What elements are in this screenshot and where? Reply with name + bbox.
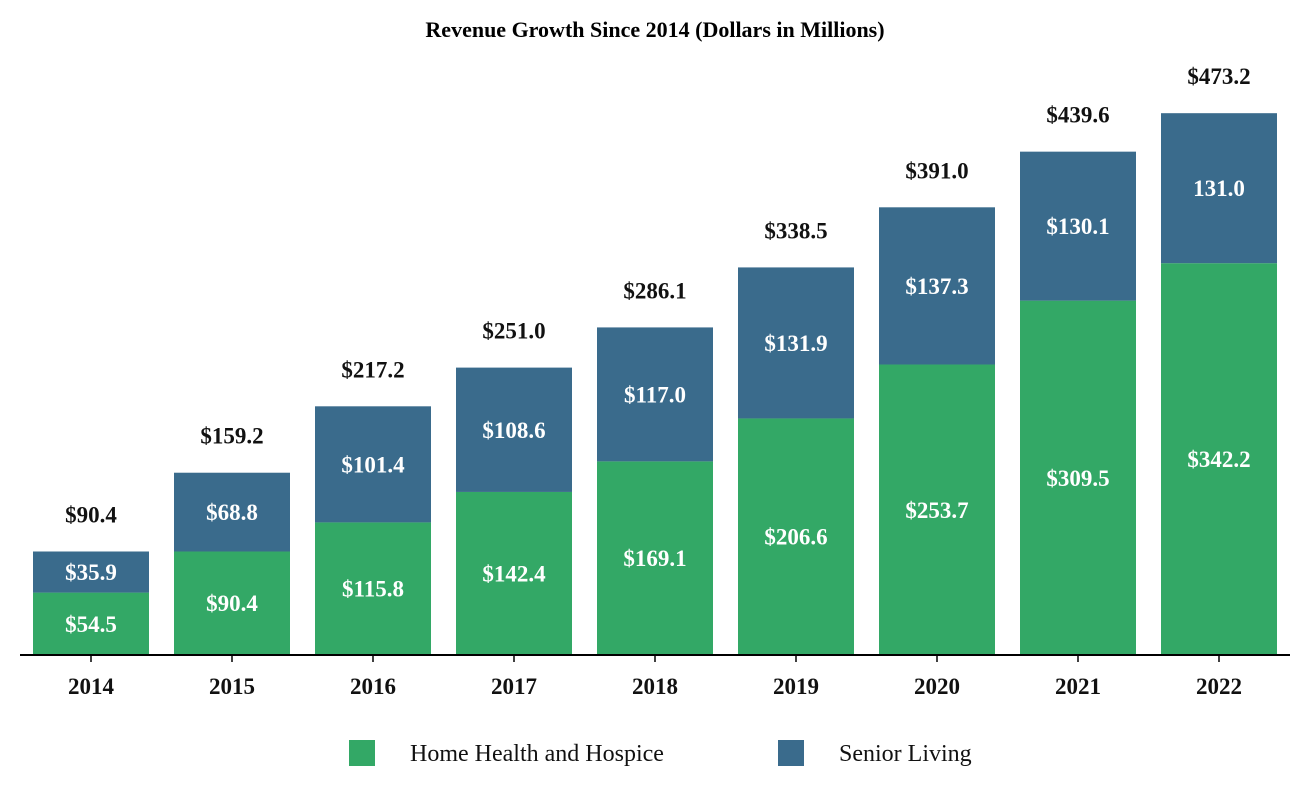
legend: Home Health and Hospice Senior Living <box>349 740 972 767</box>
total-label-2015: $159.2 <box>200 424 263 449</box>
segment-label-senior-living-2018: $117.0 <box>624 382 686 407</box>
bar-senior-living-2018 <box>597 327 713 462</box>
bar-senior-living-2015 <box>174 472 290 552</box>
bar-home-health-2017 <box>456 491 572 655</box>
bar-senior-living-2016 <box>315 406 431 523</box>
bar-senior-living-2017 <box>456 367 572 492</box>
bar-home-health-2021 <box>1020 300 1136 655</box>
segment-label-senior-living-2014: $35.9 <box>65 560 117 585</box>
bar-senior-living-2014 <box>33 551 149 593</box>
chart-title: Revenue Growth Since 2014 (Dollars in Mi… <box>425 17 884 42</box>
bar-senior-living-2022 <box>1161 113 1277 264</box>
labels-layer: $54.5 $35.9 $90.4 $90.4 $68.8 $159.2 $115.8 $10… <box>65 64 1251 637</box>
bar-home-health-2018 <box>597 461 713 655</box>
total-label-2016: $217.2 <box>341 357 404 382</box>
total-label-2021: $439.6 <box>1046 103 1109 128</box>
x-tick-label-2021: 2021 <box>1055 674 1101 699</box>
bar-senior-living-2020 <box>879 207 995 365</box>
total-label-2018: $286.1 <box>623 278 686 303</box>
legend-label-home-health: Home Health and Hospice <box>410 741 664 767</box>
total-label-2022: $473.2 <box>1187 64 1250 89</box>
segment-label-home-health-2014: $54.5 <box>65 612 117 637</box>
segment-label-senior-living-2020: $137.3 <box>905 274 968 299</box>
x-axis: 2014 2015 2016 2017 2018 2019 2020 2021 2022 <box>20 654 1290 699</box>
segment-label-home-health-2019: $206.6 <box>764 525 827 550</box>
segment-label-home-health-2018: $169.1 <box>623 546 686 571</box>
bar-home-health-2022 <box>1161 263 1277 655</box>
segment-label-senior-living-2016: $101.4 <box>341 452 405 477</box>
x-tick-label-2022: 2022 <box>1196 674 1242 699</box>
x-tick-label-2015: 2015 <box>209 674 255 699</box>
x-tick-label-2014: 2014 <box>68 674 115 699</box>
segment-label-home-health-2020: $253.7 <box>905 498 968 523</box>
bar-home-health-2014 <box>33 592 149 655</box>
total-label-2014: $90.4 <box>65 502 117 527</box>
segment-label-senior-living-2019: $131.9 <box>764 331 827 356</box>
bar-senior-living-2021 <box>1020 151 1136 301</box>
total-label-2020: $391.0 <box>905 158 968 183</box>
legend-label-senior-living: Senior Living <box>839 741 972 767</box>
legend-swatch-home-health <box>349 740 375 766</box>
segment-label-senior-living-2021: $130.1 <box>1046 214 1109 239</box>
total-label-2019: $338.5 <box>764 218 827 243</box>
bar-home-health-2019 <box>738 418 854 655</box>
bar-senior-living-2019 <box>738 267 854 419</box>
bar-home-health-2015 <box>174 551 290 655</box>
segment-label-home-health-2016: $115.8 <box>342 577 404 602</box>
bar-home-health-2016 <box>315 522 431 655</box>
x-tick-label-2019: 2019 <box>773 674 819 699</box>
segment-label-home-health-2021: $309.5 <box>1046 466 1109 491</box>
segment-label-senior-living-2022: 131.0 <box>1193 176 1245 201</box>
x-tick-label-2016: 2016 <box>350 674 396 699</box>
bars-layer <box>33 113 1277 655</box>
segment-label-home-health-2017: $142.4 <box>482 561 546 586</box>
segment-label-senior-living-2015: $68.8 <box>206 500 258 525</box>
segment-label-senior-living-2017: $108.6 <box>482 418 545 443</box>
bar-home-health-2020 <box>879 364 995 655</box>
x-tick-label-2018: 2018 <box>632 674 678 699</box>
legend-swatch-senior-living <box>778 740 804 766</box>
segment-label-home-health-2015: $90.4 <box>206 591 258 616</box>
total-label-2017: $251.0 <box>482 319 545 344</box>
segment-label-home-health-2022: $342.2 <box>1187 447 1250 472</box>
x-tick-label-2020: 2020 <box>914 674 960 699</box>
x-tick-label-2017: 2017 <box>491 674 537 699</box>
